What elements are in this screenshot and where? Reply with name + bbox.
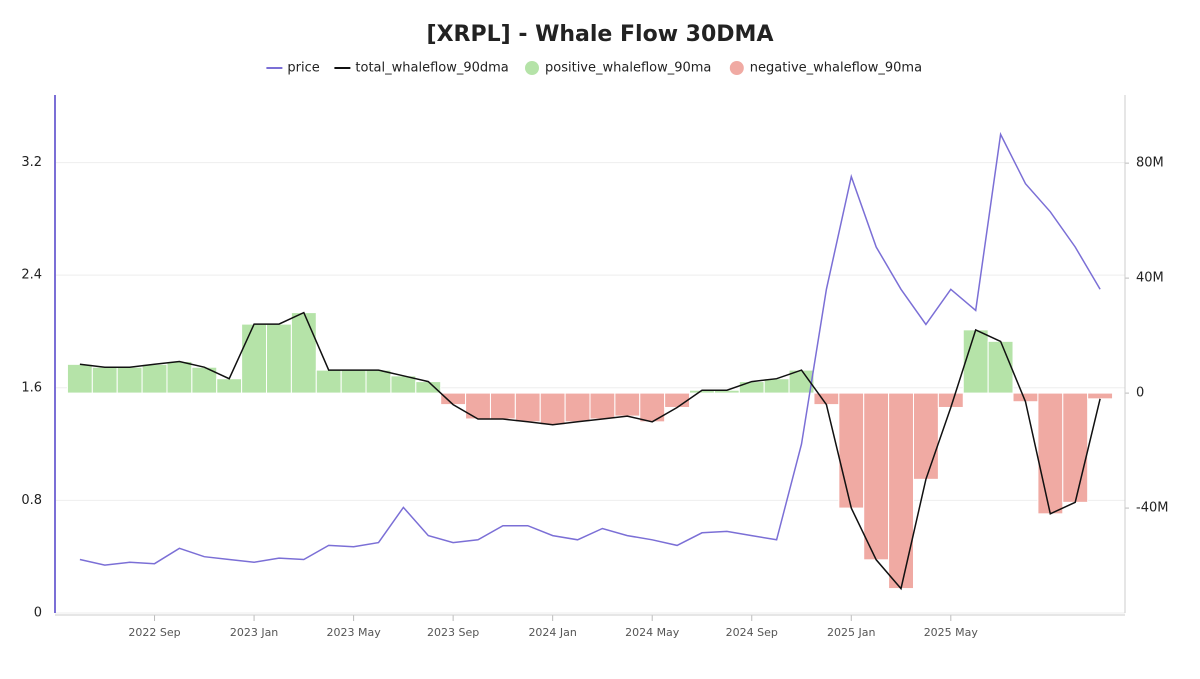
y-tick-label: 1.6 [21,380,42,395]
x-tick-label: 2025 Jan [827,626,875,639]
flow-bar [539,392,566,426]
flow-bar [365,369,392,394]
legend-label: price [287,61,319,76]
flow-bar [738,381,765,394]
flow-bar [838,392,865,509]
flow-bar [1087,392,1114,400]
x-tick-label: 2024 May [625,626,680,639]
flow-bar [415,381,442,394]
legend-label: positive_whaleflow_90ma [545,61,711,76]
legend-label: negative_whaleflow_90ma [750,61,922,76]
flow-bar [66,363,93,394]
flow-bar [315,369,342,394]
y2-tick-label: 80M [1136,156,1164,171]
flow-bar [514,392,541,423]
flow-bar [987,340,1014,394]
flow-bar [962,329,989,394]
flow-bar [863,392,890,561]
flow-bar [564,392,591,423]
flow-bar [465,392,491,420]
y2-tick-label: 40M [1136,271,1164,286]
x-tick-label: 2024 Jan [528,626,576,639]
flow-bar [912,392,939,480]
flow-bar [888,392,914,590]
flow-bar [166,360,193,394]
x-tick-label: 2025 May [924,626,979,639]
flow-bar [116,366,143,394]
flow-bar [440,392,467,406]
flow-bar [216,378,243,394]
flow-bar [763,378,790,394]
flow-bar [340,369,367,394]
y-tick-label: 0.8 [21,493,42,508]
legend-label: total_whaleflow_90dma [355,61,508,76]
legend-symbol [525,61,539,75]
flow-bar [241,323,268,394]
series-line [79,131,1101,566]
y2-tick-label: -40M [1136,501,1168,516]
flow-bar [489,392,516,420]
flow-bar [664,392,691,408]
flow-bar [290,312,317,394]
x-tick-label: 2023 May [326,626,381,639]
x-tick-label: 2022 Sep [128,626,180,639]
chart-title: [XRPL] - Whale Flow 30DMA [427,22,774,47]
x-tick-label: 2023 Jan [230,626,278,639]
series-line [79,311,1101,591]
x-tick-label: 2023 Sep [427,626,479,639]
y-tick-label: 0 [34,606,42,621]
flow-bar [813,392,840,406]
flow-bar [1037,392,1064,515]
legend-symbol [729,61,744,75]
y-tick-label: 3.2 [21,155,42,170]
y2-tick-label: 0 [1136,386,1144,401]
flow-bar [1062,392,1089,503]
flow-bar [589,392,616,420]
flow-bar [91,366,118,394]
flow-bar [266,323,292,394]
flow-bar [614,392,641,417]
flow-bar [141,363,168,394]
y-tick-label: 2.4 [21,268,42,283]
x-tick-label: 2024 Sep [726,626,778,639]
